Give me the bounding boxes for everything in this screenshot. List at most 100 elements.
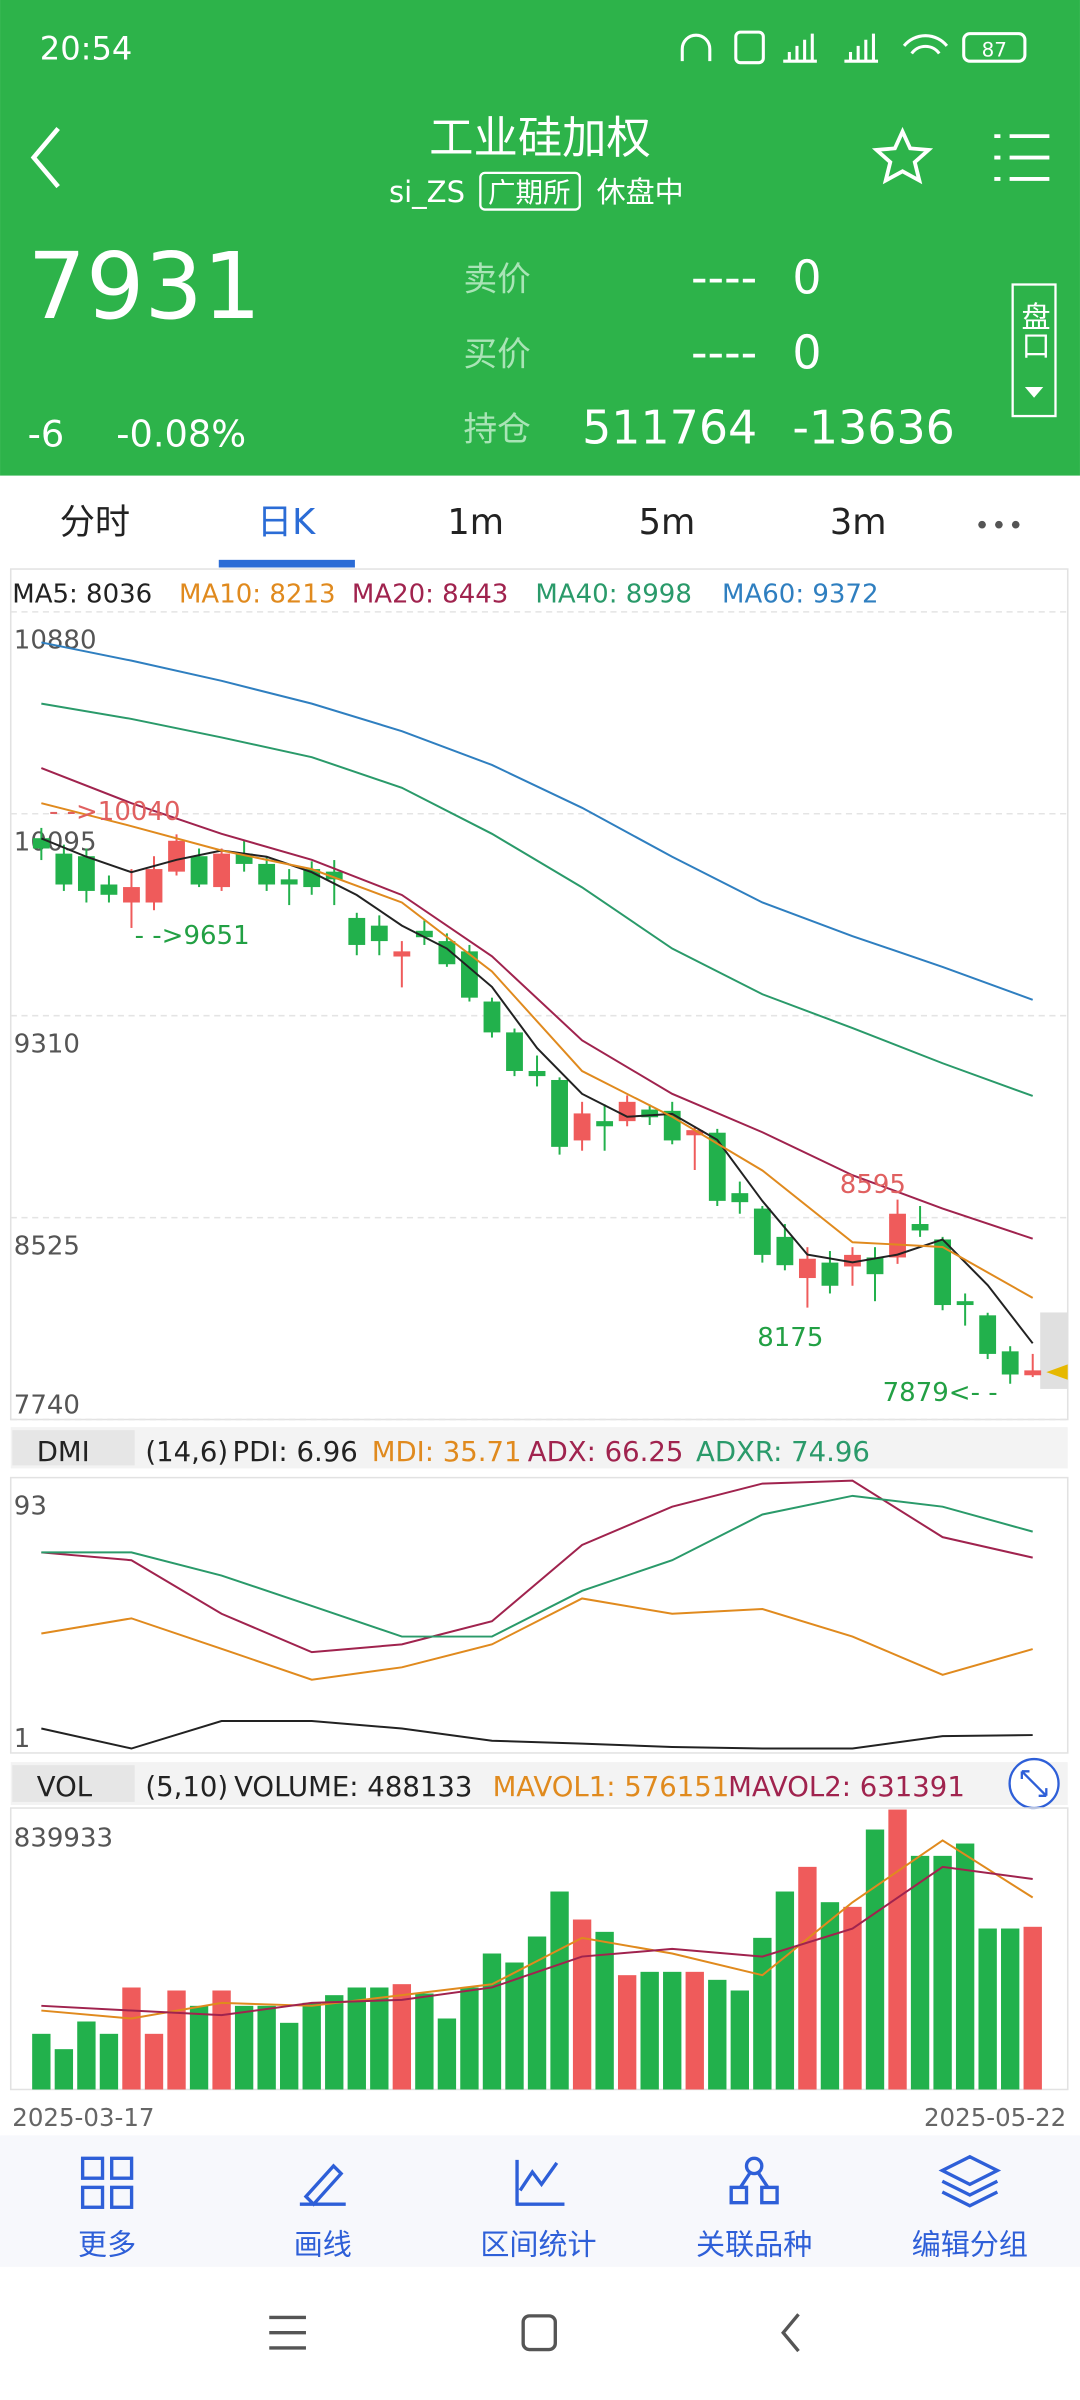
candle-body [393, 951, 411, 957]
y-tick-label: 9310 [14, 1029, 80, 1059]
panel-params: (14,6) [145, 1436, 228, 1468]
vol-header [10, 1762, 1068, 1805]
toolbar-button[interactable]: 区间统计 [480, 2228, 596, 2262]
volume-bar [460, 1987, 479, 2090]
volume-bar [325, 1995, 344, 2090]
candle-body [348, 917, 366, 945]
dmi-header [10, 1427, 1068, 1469]
volume-bar [955, 1843, 975, 2090]
annotation: - ->9651 [135, 921, 250, 951]
tab[interactable]: 分时 [60, 502, 130, 543]
legend-entry: MA60: 9372 [722, 580, 879, 610]
header-bg [0, 0, 1080, 476]
volume-bar [437, 2018, 457, 2090]
volume-bar [753, 1937, 772, 2090]
candle-body [753, 1208, 771, 1255]
candle-body [866, 1257, 884, 1275]
volume-bar [595, 1931, 614, 2090]
annotation: 8175 [757, 1323, 823, 1353]
toolbar-button[interactable]: 关联品种 [696, 2228, 812, 2262]
volume-bar [280, 2022, 299, 2090]
volume-bar [798, 1866, 817, 2090]
nav-buttons[interactable] [269, 2313, 800, 2353]
candle-body [32, 838, 50, 849]
exchange: 广期所 [488, 177, 571, 209]
volume-bar [843, 1906, 862, 2090]
volume-bar [505, 1962, 524, 2090]
quote-qty: 0 [792, 326, 821, 380]
candle-body [506, 1032, 523, 1071]
volume-bar [482, 1953, 502, 2090]
favorite-button[interactable] [871, 126, 934, 185]
tab[interactable]: 3m [830, 502, 887, 543]
quote-value: ---- [691, 326, 757, 380]
volume-bar [663, 1971, 682, 2090]
title: 工业硅加权 [429, 113, 651, 164]
quote-label: 持仓 [464, 410, 531, 449]
volume-bar [865, 1829, 885, 2090]
volume-bar [978, 1928, 997, 2090]
candle-body [844, 1254, 861, 1267]
quote-label: 卖价 [464, 260, 531, 299]
dmi-tag[interactable] [12, 1430, 135, 1466]
volume-bar [708, 1979, 727, 2090]
legend-entry: MAVOL2: 631391 [728, 1771, 965, 1803]
volume-bar [1001, 1928, 1020, 2090]
candle-body [123, 887, 140, 903]
volume-bar [527, 1936, 547, 2090]
volume-bar [550, 1891, 569, 2090]
exchange-box [479, 171, 581, 211]
tab[interactable]: 1m [447, 502, 504, 543]
toolbar-button[interactable]: 编辑分组 [912, 2228, 1028, 2262]
volume-bar [347, 1987, 366, 2090]
candle-body [168, 840, 185, 872]
clock: 20:54 [40, 30, 133, 68]
toolbar-button[interactable]: 画线 [294, 2228, 352, 2262]
tab[interactable]: 日K [257, 502, 316, 543]
tab-bar [0, 475, 1080, 568]
legend-entry: MAVOL1: 576151 [493, 1771, 730, 1803]
volume-bar [910, 1855, 930, 2090]
battery-level: 87 [982, 39, 1007, 62]
volume-bar [933, 1855, 952, 2090]
annotation: 8595 [840, 1170, 906, 1200]
candle-body [573, 1113, 591, 1141]
status-icons [680, 30, 1027, 65]
indicator-line [40, 767, 1034, 1240]
candle-body [889, 1213, 906, 1258]
annotation: - ->10040 [49, 797, 181, 827]
volume-bar [32, 2033, 51, 2090]
candle-body [956, 1301, 974, 1306]
menu-button[interactable] [994, 134, 1050, 181]
candle-body [1024, 1370, 1042, 1376]
side-arrow [1024, 386, 1044, 398]
x-tick-label: 2025-05-22 [924, 2103, 1066, 2132]
candle-body [280, 879, 298, 885]
side-button-label: 盘口 [1017, 301, 1051, 360]
candle-body [708, 1132, 726, 1201]
more-tabs[interactable] [978, 520, 1020, 529]
volume-bar [640, 1971, 659, 2090]
indicator-line [41, 1719, 1033, 1750]
panel-title: DMI [37, 1436, 90, 1468]
y-tick-label: 8525 [14, 1231, 80, 1261]
quote-label: 买价 [464, 335, 531, 374]
candle-body [258, 863, 276, 885]
volume-bar [77, 2021, 96, 2090]
toolbar-icons [80, 2154, 1002, 2209]
toolbar-button[interactable]: 更多 [78, 2228, 136, 2262]
volume-bar [775, 1891, 795, 2090]
code: si_ZS [389, 175, 465, 209]
vol-tag[interactable] [12, 1765, 135, 1802]
side-button[interactable] [1011, 283, 1057, 418]
volume-bar [370, 1987, 389, 2090]
dmi-panel [9, 1476, 1069, 1754]
last-price: 7931 [28, 233, 262, 340]
candle-body [551, 1079, 568, 1147]
price-pointer [1046, 1364, 1068, 1380]
candle-body [370, 925, 388, 942]
tab[interactable]: 5m [639, 502, 696, 543]
back-button[interactable] [30, 127, 60, 189]
legend-entry: ADX: 66.25 [528, 1436, 684, 1468]
volume-bar [820, 1902, 840, 2090]
